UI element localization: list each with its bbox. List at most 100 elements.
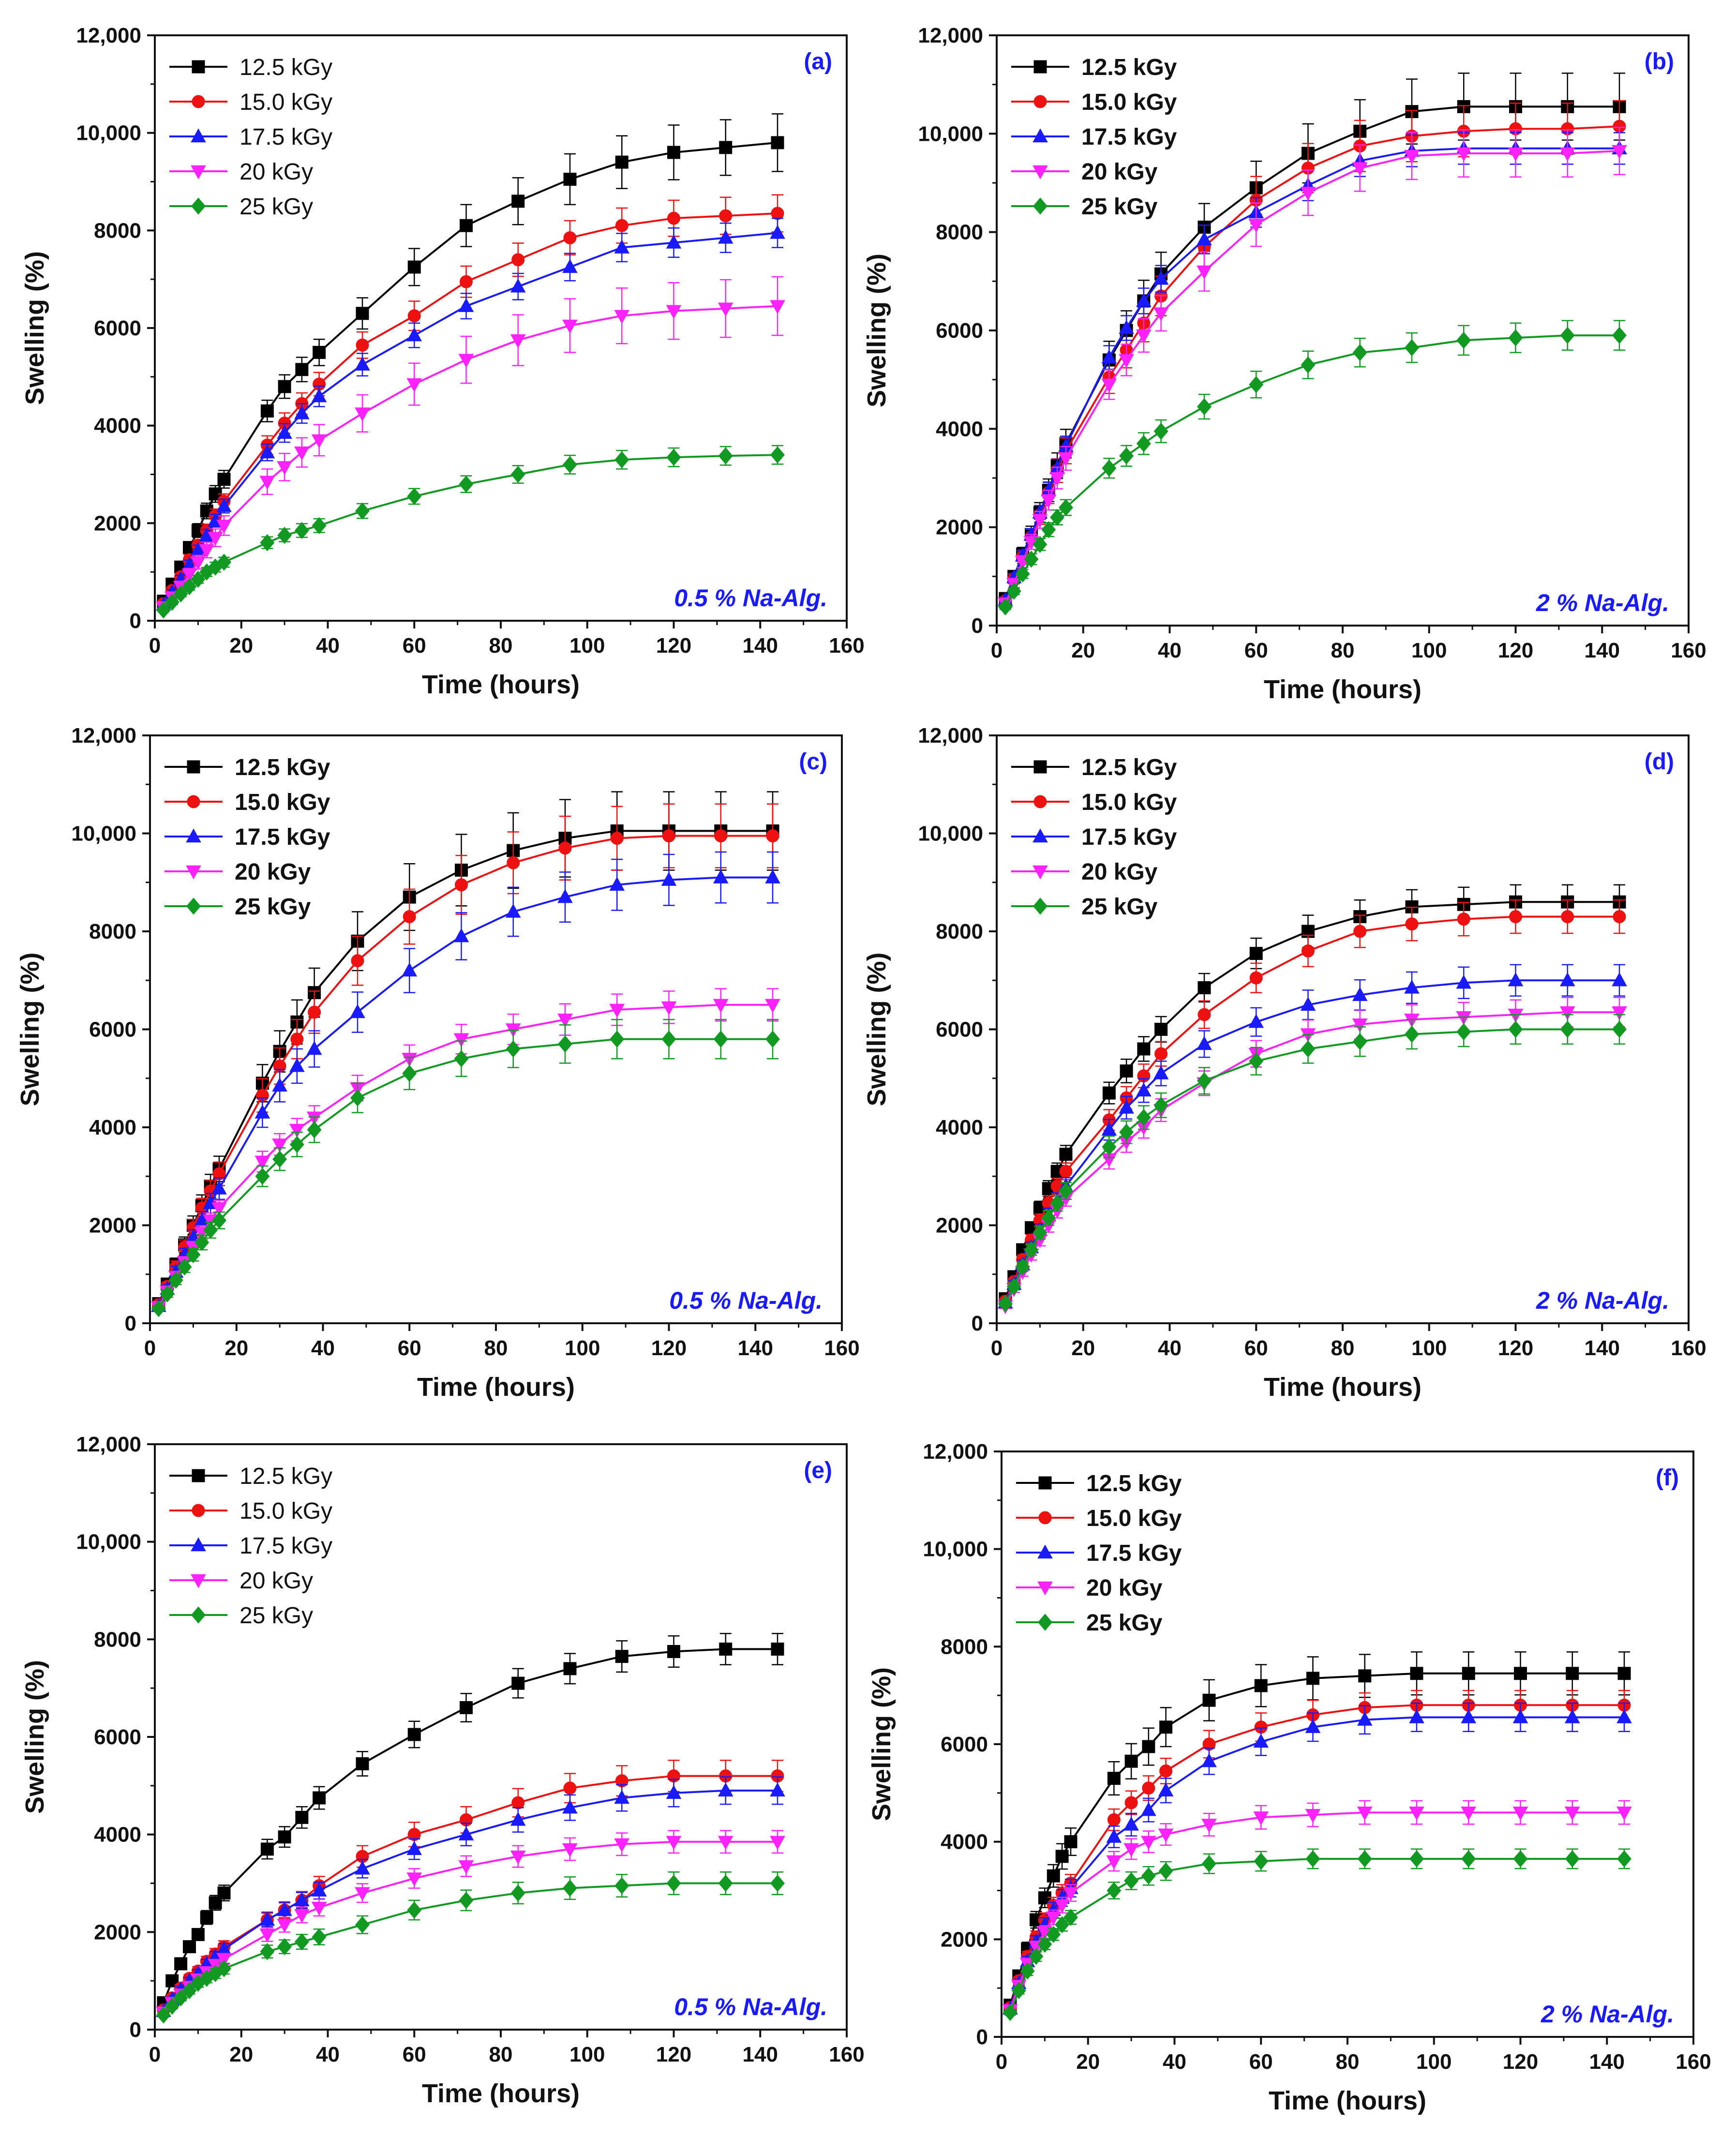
data-point [1050,508,1065,526]
legend-marker [1033,865,1048,880]
data-point [510,334,526,348]
data-point [182,1982,197,2000]
data-point [355,1916,370,1933]
data-point [289,1136,304,1153]
legend-label: 12.5 kGy [239,55,332,80]
legend: 12.5 kGy 15.0 kGy 17.5 kGy 20 kGy 25 kGy [1016,1471,1182,1636]
series-line [163,1775,778,2011]
data-point [306,1041,322,1055]
x-tick-label: 120 [656,2043,691,2066]
x-tick-label: 40 [1163,2050,1186,2074]
data-point [1201,1753,1217,1767]
y-tick-label: 4000 [89,1116,136,1139]
x-tick-label: 120 [1498,639,1533,662]
series-25-kgy [998,320,1627,616]
data-point [766,829,779,843]
chart-panel-b: 0 20 40 60 80 100 120 140 160 0 2000 4000 6000 8000 10… [862,24,1706,704]
chart-panel-a: 0 20 40 60 80 100 120 140 160 0 2000 4000 6000 8000 10… [20,24,865,699]
data-point [1512,1806,1528,1821]
data-point [718,447,733,464]
data-point [563,456,577,474]
data-point [289,1058,305,1072]
data-point [614,1877,629,1895]
data-point [771,136,784,150]
data-point [667,146,680,159]
data-point [505,903,521,918]
series-20-kgy [1003,1800,1632,2018]
data-point [1512,1709,1528,1723]
data-point [1107,1772,1121,1785]
data-point [1561,910,1574,924]
data-point [1102,1138,1117,1156]
data-point [1029,1947,1044,1965]
data-point [1461,1806,1477,1821]
series-15-0-kgy [157,194,784,611]
legend-label: 17.5 kGy [1086,1540,1182,1566]
series-17-5-kgy [151,851,780,1312]
data-point [1059,1148,1073,1161]
data-point [260,1842,274,1856]
data-point [259,1912,275,1926]
y-axis-title: Swelling (%) [862,952,891,1106]
x-tick-label: 160 [1671,639,1706,662]
data-point [289,1123,305,1138]
data-point [1020,1962,1035,1980]
data-point [173,1989,188,2007]
y-tick-label: 8000 [94,219,141,242]
data-point [217,473,231,486]
y-tick-label: 12,000 [76,1433,141,1456]
data-point [1514,1667,1527,1680]
data-point [312,1928,327,1946]
data-point [1305,1719,1321,1733]
data-point [1123,1816,1139,1831]
data-point [1119,320,1134,334]
y-tick-label: 6000 [941,1733,988,1756]
panel-label: (b) [1645,49,1674,75]
data-point [1617,1850,1631,1868]
data-point [1059,1165,1073,1178]
data-point [1305,1850,1320,1868]
data-point [771,1769,784,1783]
data-point [765,1031,780,1048]
data-point [1041,521,1056,538]
legend-label: 15.0 kGy [239,1498,332,1524]
series-line [158,1003,773,1308]
data-point [1352,987,1368,1001]
data-point [1306,1672,1319,1685]
data-point [458,354,474,368]
data-point [1153,1065,1169,1079]
plot-frame [149,734,843,1324]
data-point [1305,1809,1321,1823]
data-point [313,345,326,359]
data-point [1119,1123,1134,1141]
data-point [558,1035,572,1053]
data-point [1559,1006,1575,1020]
legend-label: 20 kGy [239,159,313,185]
legend-marker [1038,1614,1052,1631]
data-point [1352,162,1368,177]
series-line [163,212,778,604]
x-tick-label: 60 [1249,2050,1273,2074]
x-tick-label: 160 [829,2043,864,2066]
data-point [1119,447,1134,464]
data-point [614,310,630,324]
data-point [294,1933,309,1951]
plot-frame [154,1443,848,2031]
data-point [1142,1740,1155,1753]
data-point [661,1001,677,1016]
data-point [355,502,370,520]
y-tick-label: 2000 [94,511,141,535]
legend-marker [1033,128,1048,143]
data-point [1508,972,1524,987]
annotation-text: 0.5 % Na-Alg. [669,1287,823,1314]
y-tick-label: 8000 [941,1635,988,1659]
data-point [718,1782,733,1797]
chart-panel-d: 0 20 40 60 80 100 120 140 160 0 2000 4000 6000 8000 10… [862,724,1706,1402]
data-point [1612,1006,1627,1020]
data-point [460,1701,473,1714]
legend-marker [191,197,206,215]
data-point [459,475,474,493]
data-point [1560,327,1575,344]
panel-label: (d) [1645,749,1674,775]
